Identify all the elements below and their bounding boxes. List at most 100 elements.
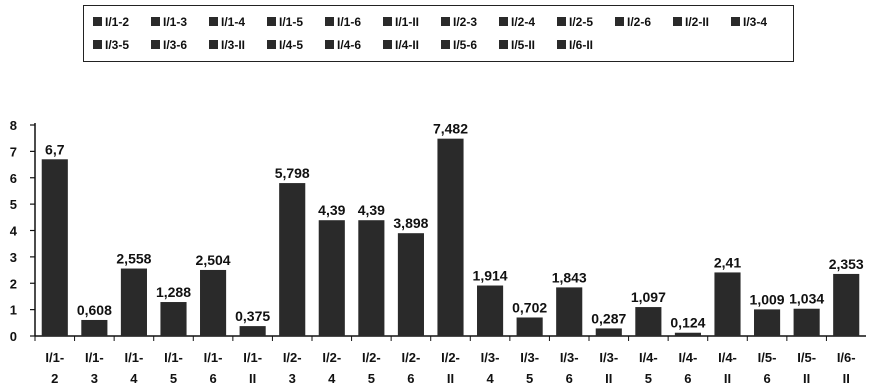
y-tick-label: 5 (10, 197, 17, 212)
y-tick-label: 7 (10, 144, 17, 159)
x-tick-label-line2: 3 (91, 371, 98, 386)
legend-swatch (151, 40, 160, 49)
legend-label: I/2-5 (569, 15, 593, 29)
x-tick-label-line2: 5 (526, 371, 533, 386)
bar (200, 269, 227, 336)
bar (516, 317, 543, 336)
x-tick-label-line2: II (803, 371, 810, 386)
legend-label: I/3-6 (163, 38, 187, 52)
legend-label: I/5-6 (453, 38, 477, 52)
legend-label: I/2-4 (511, 15, 535, 29)
legend-label: I/1-6 (337, 15, 361, 29)
y-tick-label: 1 (10, 303, 17, 318)
bar (279, 183, 306, 336)
bar-value-label: 0,702 (512, 299, 547, 315)
x-tick-label-line2: II (605, 371, 612, 386)
legend-label: I/3-II (221, 38, 245, 52)
x-tick-label-line2: II (843, 371, 850, 386)
bar (41, 159, 68, 336)
x-tick-label-line2: 6 (566, 371, 573, 386)
bar (595, 328, 622, 336)
x-tick-label: I/5- (797, 350, 816, 365)
x-tick-label-line2: 5 (368, 371, 375, 386)
legend-label: I/1-4 (221, 15, 245, 29)
bar (358, 220, 385, 336)
bar-value-label: 2,41 (714, 254, 741, 270)
legend-swatch (557, 17, 566, 26)
x-tick-label-line2: 6 (407, 371, 414, 386)
bar-value-label: 2,504 (196, 252, 231, 268)
bar (793, 308, 820, 336)
x-tick-label: I/3- (520, 350, 539, 365)
bar (120, 268, 147, 336)
x-tick-label: I/1- (164, 350, 183, 365)
bar (81, 319, 108, 336)
bar-value-label: 5,798 (275, 165, 310, 181)
legend-label: I/3-4 (743, 15, 767, 29)
x-tick-label: I/2- (402, 350, 421, 365)
bar (556, 287, 583, 336)
legend-swatch (325, 17, 334, 26)
legend-swatch (209, 40, 218, 49)
legend-swatch (499, 17, 508, 26)
legend-swatch (383, 17, 392, 26)
bar-value-label: 1,097 (631, 289, 666, 305)
x-tick-label: I/2- (441, 350, 460, 365)
bar (239, 326, 266, 336)
bar (635, 307, 662, 336)
y-tick-label: 0 (10, 329, 17, 344)
x-tick-label-line2: 6 (684, 371, 691, 386)
bar (754, 309, 781, 336)
x-tick-label: I/4- (679, 350, 698, 365)
x-tick-label-line2: 6 (209, 371, 216, 386)
x-tick-label-line2: 5 (170, 371, 177, 386)
x-tick-label: I/4- (718, 350, 737, 365)
legend-label: I/4-6 (337, 38, 361, 52)
bar (437, 138, 464, 336)
bar (397, 233, 424, 336)
bar-value-label: 1,009 (750, 291, 785, 307)
legend-swatch (441, 17, 450, 26)
bar (477, 285, 504, 336)
x-tick-label-line2: 2 (51, 371, 58, 386)
legend-swatch (615, 17, 624, 26)
legend-swatch (499, 40, 508, 49)
legend-label: I/6-II (569, 38, 593, 52)
bar-value-label: 1,034 (789, 291, 824, 307)
bar-value-label: 2,558 (116, 251, 151, 267)
bar-value-label: 1,288 (156, 284, 191, 300)
y-tick-label: 3 (10, 250, 17, 265)
bar-value-label: 6,7 (45, 141, 65, 157)
legend-label: I/4-5 (279, 38, 303, 52)
x-tick-label: I/3- (560, 350, 579, 365)
legend-swatch (209, 17, 218, 26)
legend-swatch (151, 17, 160, 26)
x-tick-label-line2: 6 (763, 371, 770, 386)
x-tick-label-line2: 4 (486, 371, 494, 386)
legend-svg: I/1-2 I/1-3 I/1-4 I/1-5 I/1-6 I/1-II I/2-3 I/2-… (93, 15, 767, 52)
legend-label: I/2-II (685, 15, 709, 29)
y-tick-label: 4 (10, 224, 18, 239)
bar (318, 220, 345, 336)
legend-label: I/1-II (395, 15, 419, 29)
bar (714, 272, 741, 336)
bar-value-label: 4,39 (318, 202, 345, 218)
x-tick-label: I/3- (599, 350, 618, 365)
x-tick-label-line2: II (724, 371, 731, 386)
bar (674, 332, 701, 336)
legend-swatch (441, 40, 450, 49)
x-tick-label: I/2- (362, 350, 381, 365)
bar (833, 273, 860, 336)
bar-value-label: 2,353 (829, 256, 864, 272)
legend-swatch (325, 40, 334, 49)
legend-swatch (93, 40, 102, 49)
legend-swatch (267, 17, 276, 26)
legend-swatch (383, 40, 392, 49)
y-tick-label: 6 (10, 171, 17, 186)
bar-value-label: 4,39 (358, 202, 385, 218)
legend-swatch (93, 17, 102, 26)
bar-value-label: 1,843 (552, 269, 587, 285)
x-tick-label: I/4- (639, 350, 658, 365)
x-tick-label-line2: 5 (645, 371, 652, 386)
